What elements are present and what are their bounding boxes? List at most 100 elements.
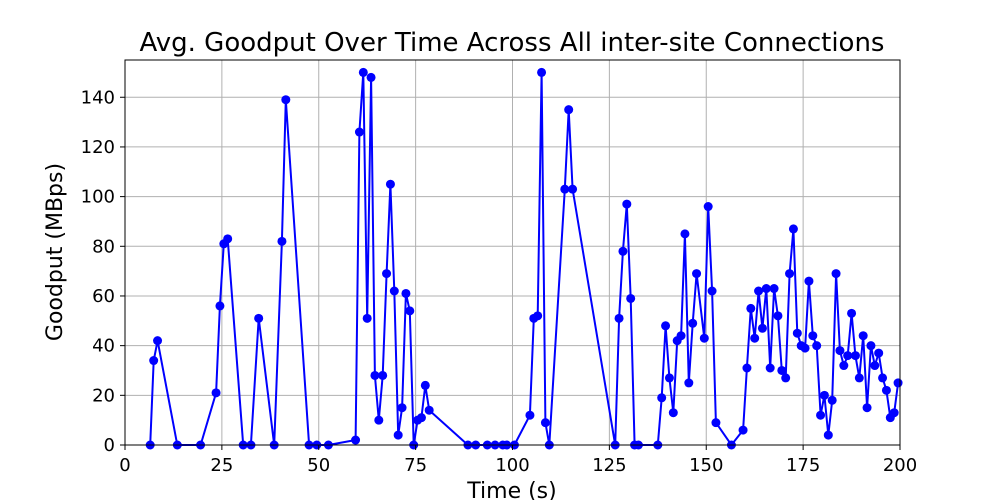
data-point (769, 284, 779, 294)
data-point (827, 395, 837, 405)
data-point (405, 306, 415, 316)
data-point (850, 351, 860, 361)
data-point (893, 378, 903, 388)
data-point (626, 293, 636, 303)
data-point (215, 301, 225, 311)
data-point (533, 311, 543, 321)
data-point (366, 72, 376, 82)
data-point (568, 184, 578, 194)
data-point (680, 229, 690, 239)
data-point (540, 418, 550, 428)
data-point (812, 341, 822, 351)
data-point (362, 313, 372, 323)
data-point (847, 308, 857, 318)
data-point (800, 343, 810, 353)
ticks: 0 25 50 75 100 125 150 175 200 0 20 40 60 80 100 120 140 (81, 87, 918, 476)
y-tick-label: 20 (92, 385, 115, 406)
x-tick-label: 0 (119, 455, 130, 476)
series-line (149, 72, 900, 447)
data-point (746, 303, 756, 313)
data-point (777, 365, 787, 375)
data-point (281, 95, 291, 105)
data-point (389, 286, 399, 296)
data-point (889, 408, 899, 418)
data-point (874, 348, 884, 358)
data-point (781, 373, 791, 383)
data-point (858, 331, 868, 341)
data-point (351, 435, 361, 445)
data-point (614, 313, 624, 323)
data-point (692, 269, 702, 279)
data-point (564, 105, 574, 115)
x-tick-label: 175 (786, 455, 820, 476)
y-tick-label: 40 (92, 336, 115, 357)
y-axis-label: Goodput (MBps) (43, 163, 68, 341)
data-point (537, 67, 547, 77)
data-point (773, 311, 783, 321)
data-point (374, 415, 384, 425)
x-tick-label: 150 (689, 455, 723, 476)
data-point (684, 378, 694, 388)
y-tick-label: 80 (92, 236, 115, 257)
x-tick-label: 50 (307, 455, 330, 476)
data-point (866, 341, 876, 351)
data-point (618, 246, 628, 256)
data-point (823, 430, 833, 440)
y-tick-label: 100 (81, 187, 115, 208)
data-point (657, 393, 667, 403)
data-point (370, 370, 380, 380)
data-point (699, 333, 709, 343)
data-point (761, 284, 771, 294)
data-point (854, 373, 864, 383)
data-point (661, 321, 671, 331)
data-point (354, 127, 364, 137)
data-point (707, 286, 717, 296)
data-point (277, 236, 287, 246)
data-point (560, 184, 570, 194)
data-point (757, 323, 767, 333)
x-tick-label: 25 (210, 455, 233, 476)
y-tick-label: 120 (81, 137, 115, 158)
x-axis-label: Time (s) (466, 479, 556, 500)
data-point (765, 363, 775, 373)
y-tick-label: 60 (92, 286, 115, 307)
data-point (804, 276, 814, 286)
data-point (742, 363, 752, 373)
data-point (881, 385, 891, 395)
data-point (676, 331, 686, 341)
grid (124, 60, 901, 446)
data-point (870, 361, 880, 371)
data-point (754, 286, 764, 296)
data-point (358, 67, 368, 77)
data-point (688, 318, 698, 328)
data-point (808, 331, 818, 341)
chart-title: Avg. Goodput Over Time Across All inter-… (140, 28, 885, 58)
data-point (819, 390, 829, 400)
data-point (788, 224, 798, 234)
data-point (401, 288, 411, 298)
data-point (843, 351, 853, 361)
data-point (878, 373, 888, 383)
data-point (816, 410, 826, 420)
data-point (792, 328, 802, 338)
data-point (397, 403, 407, 413)
series-layer (145, 67, 903, 450)
data-point (382, 269, 392, 279)
x-tick-label: 125 (592, 455, 626, 476)
data-point (622, 199, 632, 209)
x-tick-label: 100 (495, 455, 529, 476)
data-point (839, 361, 849, 371)
x-tick-label: 200 (883, 455, 917, 476)
data-point (153, 336, 163, 346)
x-tick-label: 75 (404, 455, 427, 476)
data-point (738, 425, 748, 435)
data-point (211, 388, 221, 398)
data-point (668, 408, 678, 418)
data-point (223, 234, 233, 244)
data-point (703, 202, 713, 212)
data-point (420, 380, 430, 390)
data-point (711, 418, 721, 428)
data-point (785, 269, 795, 279)
